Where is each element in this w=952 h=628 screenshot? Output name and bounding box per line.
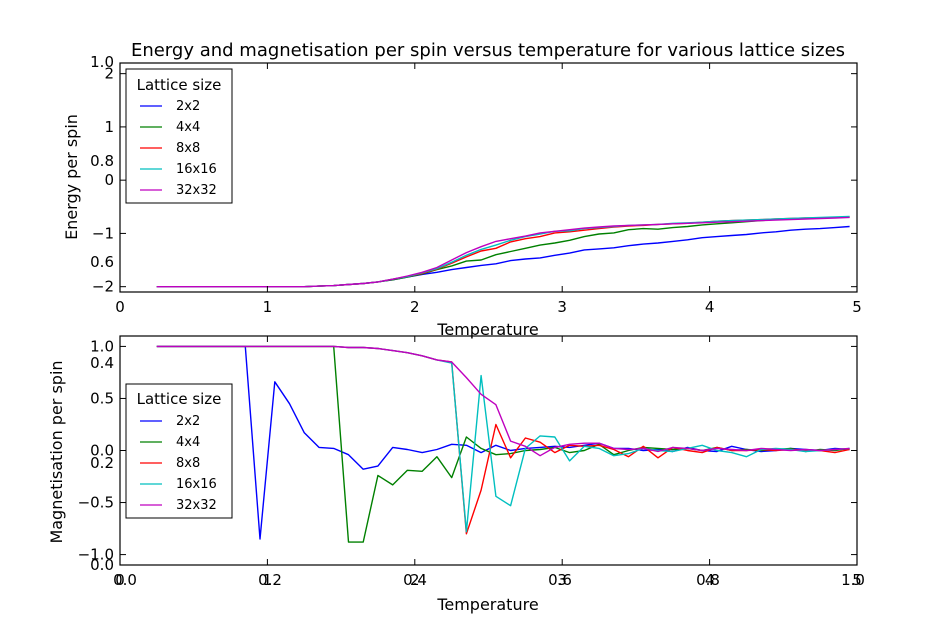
magnetisation-ticks: 0 1 2 3 4 5−1.0−0.50.00.51.00.00.20.40.0 0.2 0.… [78, 336, 865, 589]
magnetisation-series-lines [156, 345, 850, 543]
magnetisation-legend-label-4x4: 4x4 [176, 435, 200, 450]
magnetisation-x-tick-label: 3 [557, 571, 567, 589]
energy-legend-label-16x16: 16x16 [176, 162, 217, 177]
energy-x-axis-label: Temperature [436, 320, 538, 339]
magnetisation-ghost-y-tick-label: 0.2 [90, 454, 114, 472]
energy-panel: 0 1 2 3 4 5 −2 −1 0 1 2 0.6 0.8 1.0 Temperature Energ… [62, 53, 862, 339]
magnetisation-ghost-y-tick-label: 0.0 [90, 556, 114, 574]
magnetisation-ghost-x-tick-label: 0.4 [403, 571, 427, 589]
energy-legend-label-8x8: 8x8 [176, 141, 200, 156]
magnetisation-ghost-x-tick-label: 0.0 [113, 571, 137, 589]
magnetisation-x-axis-label: Temperature [436, 595, 538, 614]
magnetisation-legend-label-2x2: 2x2 [176, 414, 200, 429]
energy-legend-title: Lattice size [137, 76, 222, 94]
energy-x-tick-label: 2 [410, 298, 420, 316]
magnetisation-panel: 0 1 2 3 4 5−1.0−0.50.00.51.00.00.20.40.0 0.2 0.… [47, 335, 865, 614]
magnetisation-line-32x32 [156, 345, 850, 457]
magnetisation-x-tick-label: 4 [705, 571, 715, 589]
magnetisation-legend-label-8x8: 8x8 [176, 456, 200, 471]
energy-ghost-y-tick-label: 0.6 [90, 253, 114, 271]
magnetisation-y-tick-label: −1.0 [78, 546, 114, 564]
magnetisation-legend-label-16x16: 16x16 [176, 477, 217, 492]
energy-y-tick-label: 0 [104, 171, 114, 189]
magnetisation-ghost-x-tick-label: 0.2 [258, 571, 282, 589]
energy-x-tick-label: 5 [852, 298, 862, 316]
energy-ghost-y-tick-label: 1.0 [90, 53, 114, 71]
magnetisation-legend-label-32x32: 32x32 [176, 498, 217, 513]
energy-y-tick-label: −1 [92, 224, 114, 242]
energy-legend-label-2x2: 2x2 [176, 99, 200, 114]
magnetisation-ghost-x-tick-label: 0.6 [548, 571, 572, 589]
magnetisation-ghost-y-tick-label: 0.4 [90, 354, 114, 372]
magnetisation-legend: Lattice size 2x2 4x4 8x8 16x16 32x32 [125, 383, 233, 519]
energy-x-tick-label: 0 [115, 298, 125, 316]
magnetisation-legend-title: Lattice size [137, 390, 222, 408]
energy-ghost-y-tick-label: 0.8 [90, 152, 114, 170]
magnetisation-y-axis-label: Magnetisation per spin [47, 360, 66, 543]
energy-y-tick-label: 1 [104, 118, 114, 136]
energy-line-32x32 [156, 216, 850, 288]
energy-legend-box [125, 68, 233, 204]
energy-x-tick-label: 4 [705, 298, 715, 316]
chart-title: Energy and magnetisation per spin versus… [131, 40, 845, 61]
magnetisation-x-tick-label: 5 [852, 571, 862, 589]
magnetisation-x-tick-label: 1 [263, 571, 273, 589]
energy-x-tick-label: 3 [557, 298, 567, 316]
energy-y-tick-label: −2 [92, 278, 114, 296]
energy-y-axis-label: Energy per spin [62, 114, 81, 240]
magnetisation-line-2x2 [156, 345, 850, 540]
energy-series-lines [156, 215, 850, 288]
magnetisation-x-tick-label: 2 [410, 571, 420, 589]
energy-legend-label-4x4: 4x4 [176, 120, 200, 135]
energy-axes-frame [119, 62, 858, 293]
energy-x-tick-label: 1 [263, 298, 273, 316]
magnetisation-y-tick-label: 1.0 [90, 337, 114, 355]
magnetisation-ghost-x-tick-label: 1.0 [841, 571, 865, 589]
magnetisation-ghost-x-tick-label: 0.8 [696, 571, 720, 589]
energy-legend-label-32x32: 32x32 [176, 183, 217, 198]
energy-ticks: 0 1 2 3 4 5 −2 −1 0 1 2 0.6 0.8 1.0 [90, 53, 862, 316]
magnetisation-y-tick-label: 0.5 [90, 389, 114, 407]
energy-y-tick-label: 2 [104, 65, 114, 83]
magnetisation-x-tick-label: 0 [115, 571, 125, 589]
magnetisation-y-tick-label: 0.0 [90, 442, 114, 460]
magnetisation-y-tick-label: −0.5 [78, 494, 114, 512]
energy-legend: Lattice size 2x2 4x4 8x8 16x16 32x32 [125, 68, 233, 204]
magnetisation-legend-box [125, 383, 233, 519]
